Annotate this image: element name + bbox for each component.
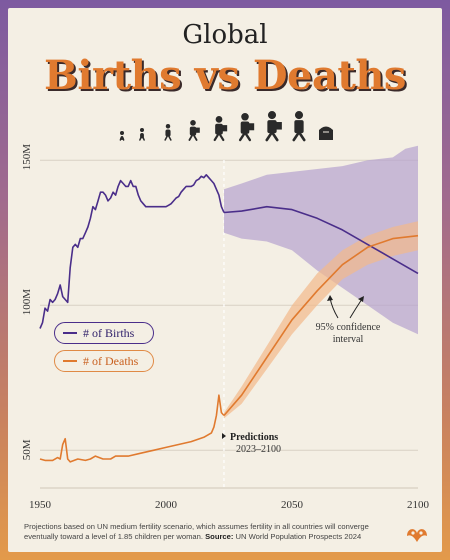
icon-head <box>120 131 124 135</box>
footnote-source-label: Source: <box>205 532 234 541</box>
ci-arrowhead-left-icon <box>327 295 333 301</box>
icon-leg <box>238 132 246 142</box>
y-tick-label: 150M <box>21 144 33 171</box>
icon-leg <box>164 135 168 141</box>
legend-deaths-label: # of Deaths <box>83 353 139 368</box>
icon-head <box>165 124 171 129</box>
ci-arrow-right-icon <box>349 298 363 319</box>
icon-leg <box>292 132 300 142</box>
icon-leg <box>213 133 220 142</box>
births-historical-line <box>39 174 225 329</box>
legend-deaths: # of Deaths <box>54 350 154 372</box>
footnote: Projections based on UN medium fertility… <box>24 522 404 542</box>
births-projection-line <box>223 205 419 275</box>
icon-head <box>190 120 196 126</box>
worker-icon <box>265 111 282 142</box>
icon-leg <box>168 135 172 141</box>
series-lines <box>39 174 419 463</box>
y-tick-label: 50M <box>21 439 33 460</box>
x-tick-label: 2050 <box>281 499 304 511</box>
births-confidence-band <box>224 145 418 335</box>
elder-icon <box>292 111 306 142</box>
toddler-icon <box>139 128 145 141</box>
confidence-bands <box>224 145 418 419</box>
icon-bag <box>195 127 200 133</box>
legend-births-swatch <box>63 332 77 334</box>
icon-leg <box>122 137 125 141</box>
footnote-text: Projections based on UN medium fertility… <box>24 522 369 541</box>
icon-leg <box>139 136 142 141</box>
icon-bag <box>275 122 282 130</box>
icon-leg <box>265 132 273 142</box>
ci-label-line2: interval <box>333 334 364 345</box>
life-stage-icons <box>119 111 333 142</box>
x-tick-label: 2000 <box>155 499 178 511</box>
chart-title: Births vs Deaths <box>44 52 406 99</box>
deaths-projection-line <box>223 234 419 417</box>
footnote-source: UN World Population Prospects 2024 <box>235 532 362 541</box>
icon-leg <box>119 137 122 141</box>
icon-body <box>240 121 250 134</box>
ci-arrow-left-icon <box>329 297 339 319</box>
ci-arrowhead-right-icon <box>358 296 364 302</box>
baby-icon <box>119 131 125 141</box>
icon-bag <box>221 125 228 132</box>
y-tick-label: 100M <box>21 289 33 316</box>
icon-head <box>294 111 304 120</box>
brand-logo-icon <box>407 529 427 542</box>
icon-head <box>241 113 249 121</box>
legend-deaths-swatch <box>63 360 77 362</box>
legend-births: # of Births <box>54 322 154 344</box>
icon-leg <box>188 134 193 141</box>
adult-icon <box>238 113 255 142</box>
student-icon <box>188 120 200 141</box>
icon-body <box>189 126 197 136</box>
icon-body <box>294 120 304 134</box>
axis-ticks: 50M 100M 150M 1950 2000 2050 2100 <box>21 144 430 511</box>
deaths-historical-line <box>39 394 225 463</box>
prediction-title: Predictions <box>230 432 278 443</box>
legend-births-label: # of Births <box>83 325 135 340</box>
icon-leg <box>271 132 279 142</box>
gravestone-shape <box>319 126 333 140</box>
ci-annotation: 95% confidence interval <box>316 295 381 345</box>
teen-icon <box>213 116 228 142</box>
icon-leg <box>218 133 225 142</box>
ci-label-line1: 95% confidence <box>316 322 381 333</box>
x-tick-label: 2100 <box>407 499 430 511</box>
icon-leg <box>244 132 252 142</box>
icon-leg <box>142 136 145 141</box>
prediction-range: 2023–2100 <box>236 444 281 455</box>
icon-head <box>140 128 144 132</box>
icon-bag <box>248 123 255 131</box>
x-tick-label: 1950 <box>29 499 52 511</box>
chart-grid <box>40 159 418 489</box>
icon-body <box>267 120 277 134</box>
deaths-confidence-band <box>224 221 418 419</box>
prediction-arrow-icon <box>222 433 226 439</box>
icon-body <box>215 123 223 135</box>
icon-body <box>165 129 171 137</box>
chart-kicker: Global <box>182 20 268 50</box>
child-icon <box>164 124 172 141</box>
gravestone-icon <box>319 126 333 140</box>
icon-head <box>267 111 277 120</box>
icon-leg <box>193 134 198 141</box>
icon-leg <box>298 132 306 142</box>
icon-head <box>215 116 223 123</box>
prediction-annotation: Predictions 2023–2100 <box>222 432 281 455</box>
